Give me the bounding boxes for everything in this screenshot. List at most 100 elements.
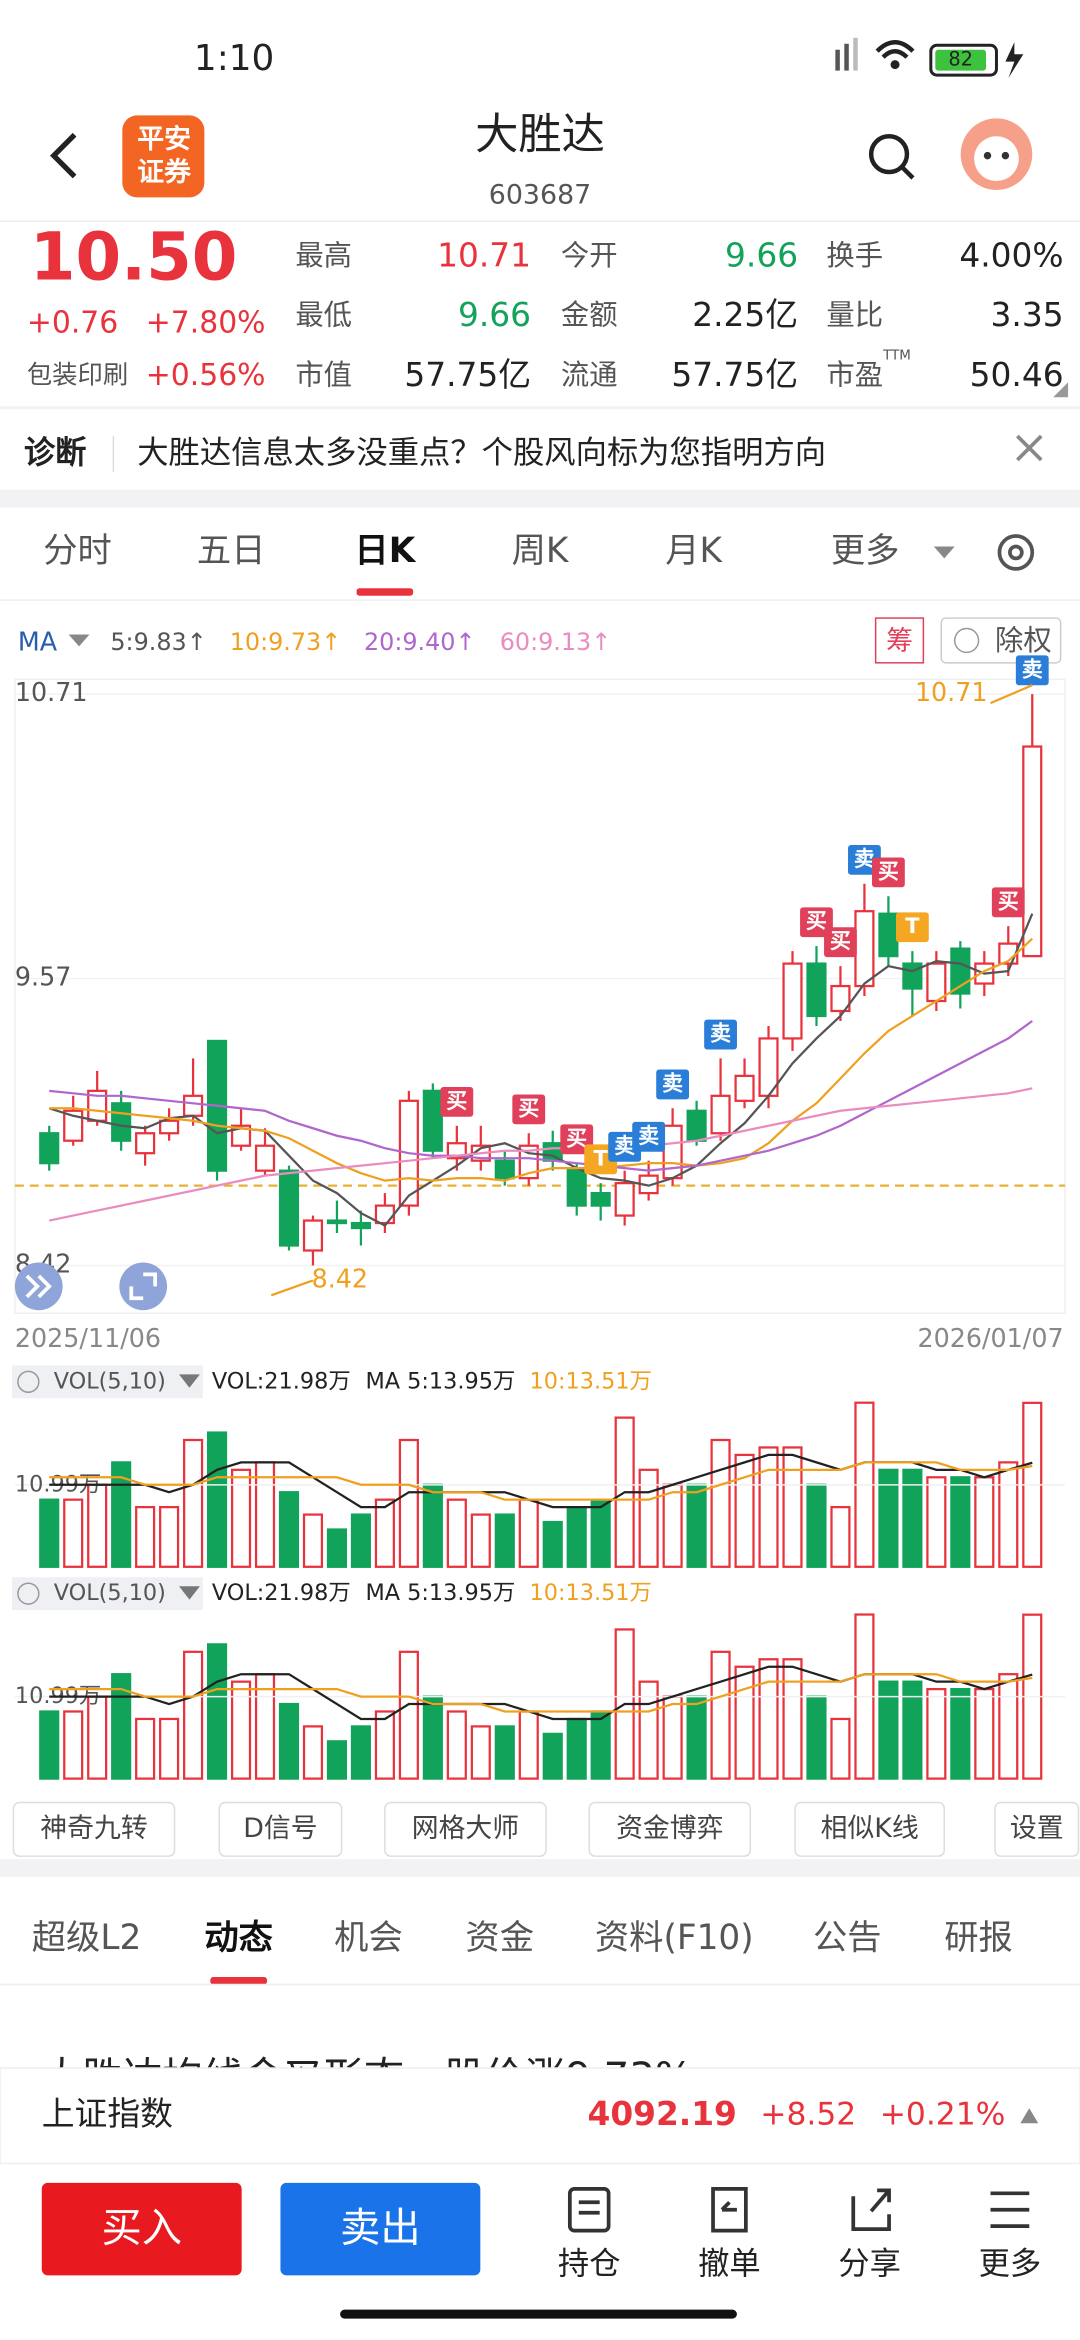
volume-bar (782, 1658, 803, 1780)
tab-underline (356, 588, 414, 596)
volume-bar (518, 1710, 539, 1780)
close-button[interactable] (1016, 434, 1043, 462)
chart-tab[interactable]: 分时 (43, 531, 112, 571)
volume-label: VOL(5,10) (54, 1580, 166, 1606)
chart-tab[interactable]: 月K (665, 531, 723, 571)
sell-button[interactable] (280, 2182, 481, 2276)
section-gap (0, 489, 1080, 508)
volume-bar (710, 1650, 731, 1780)
action-label[interactable]: 分享 (838, 2246, 901, 2282)
volume-header-bg (11, 1365, 203, 1399)
start-date: 2025/11/06 (15, 1323, 161, 1353)
tool-button[interactable] (384, 1801, 547, 1857)
diagnosis-text[interactable]: 大胜达信息太多没重点？个股风向标为您指明方向 (137, 435, 826, 471)
avatar-button[interactable] (960, 118, 1033, 190)
tool-label: 设置 (1010, 1813, 1064, 1844)
volume-bar (326, 1528, 348, 1568)
signal-label: 买 (806, 909, 827, 933)
volume-bar (566, 1506, 587, 1568)
action-label[interactable]: 撤单 (698, 2246, 761, 2282)
tool-button[interactable] (588, 1801, 752, 1857)
chip-button[interactable] (874, 617, 925, 664)
info-tab[interactable]: 资料(F10) (595, 1918, 754, 1958)
status-time: 1:10 (194, 38, 274, 79)
quote-label: 流通 (561, 358, 618, 391)
volume-bar (542, 1732, 563, 1780)
volume-bar (374, 1498, 395, 1568)
info-tab[interactable]: 公告 (813, 1918, 882, 1958)
battery-level: 82 (948, 48, 973, 71)
candle-body (326, 1219, 348, 1225)
chart-tab[interactable]: 五日 (197, 531, 266, 571)
index-value: 4092.19 (588, 2095, 737, 2133)
tool-button[interactable] (218, 1801, 343, 1857)
info-tab[interactable]: 机会 (334, 1918, 403, 1958)
candle-body (710, 1094, 731, 1135)
settings-button[interactable] (997, 534, 1035, 571)
signal-label: 买 (878, 859, 899, 883)
info-tab[interactable]: 超级L2 (32, 1918, 142, 1958)
volume-dropdown[interactable] (179, 1586, 200, 1600)
volume-bar (446, 1710, 467, 1780)
expand-arrow[interactable] (1020, 2108, 1039, 2124)
info-icon (953, 627, 980, 654)
chart-tab[interactable]: 更多 (831, 531, 900, 571)
signal-tag (895, 912, 929, 943)
signal-label: 卖 (638, 1124, 659, 1148)
signal-label: 买 (830, 929, 851, 953)
tool-button[interactable] (994, 1801, 1080, 1857)
info-tabs: 超级L2 动态 机会 资金 资料(F10) 公告 研报 (32, 1918, 1013, 1985)
volume-bar (710, 1438, 731, 1568)
candle-body (806, 962, 827, 1018)
tool-button[interactable] (794, 1801, 945, 1857)
volume-bar (590, 1498, 611, 1568)
price: 10.50 (30, 220, 238, 296)
info-tab[interactable]: 资金 (465, 1918, 534, 1958)
news-headline[interactable]: 大胜达均线金叉形态，股价涨9.73% (42, 2055, 693, 2101)
volume-bar (278, 1491, 300, 1568)
search-button[interactable] (868, 134, 915, 180)
index-bar[interactable] (0, 2067, 1080, 2165)
volume-bar (183, 1438, 204, 1568)
info-tab[interactable]: 研报 (944, 1918, 1013, 1958)
action-label[interactable]: 持仓 (558, 2246, 621, 2282)
ma-label[interactable]: MA (18, 626, 58, 656)
candle-body (135, 1132, 156, 1155)
ma-line (49, 937, 1034, 1182)
y-tick-label: 9.57 (15, 962, 71, 992)
broker-logo[interactable] (122, 115, 205, 198)
ma-line (49, 1020, 1033, 1172)
volume-dropdown[interactable] (179, 1374, 200, 1388)
ma-legend-item: 10:9.73↑ (230, 628, 342, 656)
chart-controls[interactable] (14, 1262, 168, 1311)
back-button[interactable] (50, 132, 77, 179)
more-arrow[interactable] (933, 546, 955, 559)
logo-text: 平安 (137, 124, 191, 155)
min-pointer (270, 1279, 314, 1297)
volume-bar (662, 1695, 683, 1780)
chart-tab[interactable]: 日K (354, 531, 416, 571)
tool-button[interactable] (12, 1801, 176, 1857)
signal-tag (656, 1069, 690, 1100)
ma-dropdown[interactable] (68, 634, 90, 647)
quote-value: 9.66 (458, 296, 531, 334)
volume-bar (398, 1438, 419, 1568)
info-tab[interactable]: 动态 (204, 1918, 273, 1958)
quote-value: 50.46 (970, 356, 1064, 394)
candle-body (782, 962, 803, 1040)
volume-bar (830, 1717, 851, 1780)
tool-label: 相似K线 (821, 1813, 919, 1844)
candle-body (926, 962, 947, 1003)
signal-label: 买 (446, 1089, 467, 1113)
volume-bar (878, 1680, 899, 1780)
chart-tab[interactable]: 周K (512, 531, 570, 571)
buy-button[interactable] (41, 2182, 242, 2276)
volume-bar (470, 1725, 491, 1780)
signal-tag (704, 1019, 737, 1050)
candle-body (302, 1219, 324, 1252)
tool-label: D信号 (243, 1813, 317, 1844)
quote-value: 57.75亿 (404, 356, 531, 394)
volume-bar (974, 1476, 995, 1568)
volume-bar (230, 1468, 252, 1568)
action-label[interactable]: 更多 (979, 2246, 1042, 2282)
